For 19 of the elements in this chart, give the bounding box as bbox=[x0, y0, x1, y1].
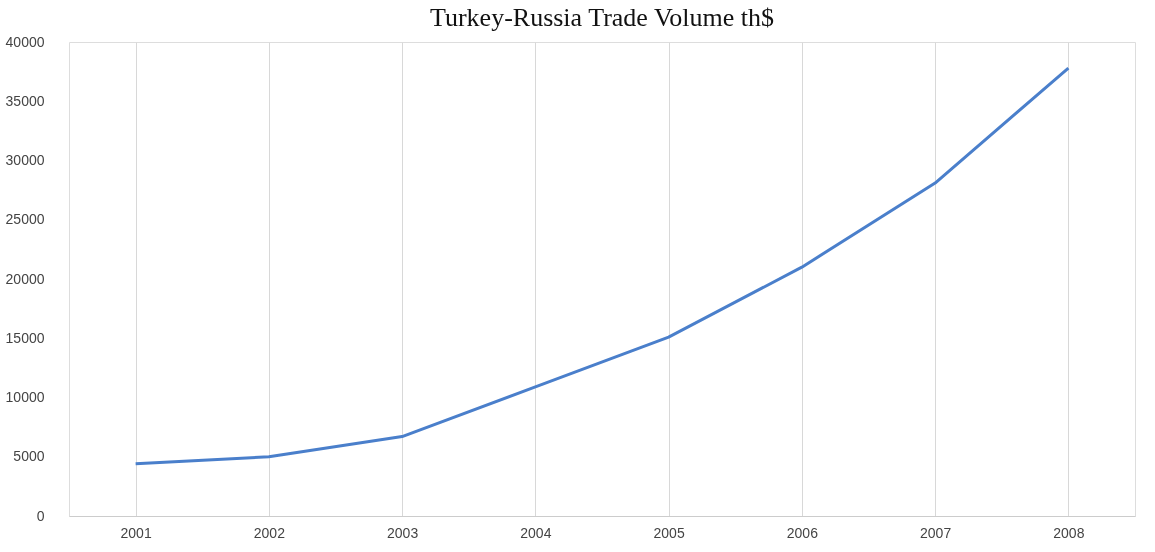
y-tick-label: 20000 bbox=[5, 270, 45, 287]
y-tick-label: 35000 bbox=[5, 92, 45, 109]
y-tick-label: 0 bbox=[36, 507, 45, 524]
y-tick-label: 25000 bbox=[5, 211, 45, 228]
x-tick-label: 2008 bbox=[1053, 524, 1085, 541]
x-tick-label: 2002 bbox=[253, 524, 286, 541]
x-tick-label: 2003 bbox=[387, 524, 419, 541]
x-tick-label: 2001 bbox=[120, 524, 152, 541]
y-tick-label: 15000 bbox=[5, 329, 45, 346]
y-tick-label: 40000 bbox=[5, 33, 45, 50]
y-tick-label: 5000 bbox=[13, 448, 45, 465]
x-tick-label: 2007 bbox=[920, 524, 952, 541]
chart-title: Turkey-Russia Trade Volume th$ bbox=[429, 3, 775, 32]
y-tick-label: 30000 bbox=[5, 152, 45, 168]
line-series bbox=[134, 66, 1070, 466]
x-tick-label: 2005 bbox=[653, 524, 685, 541]
x-tick-label: 2004 bbox=[520, 524, 552, 541]
y-tick-label: 10000 bbox=[5, 389, 45, 405]
x-tick-label: 2006 bbox=[786, 524, 819, 541]
